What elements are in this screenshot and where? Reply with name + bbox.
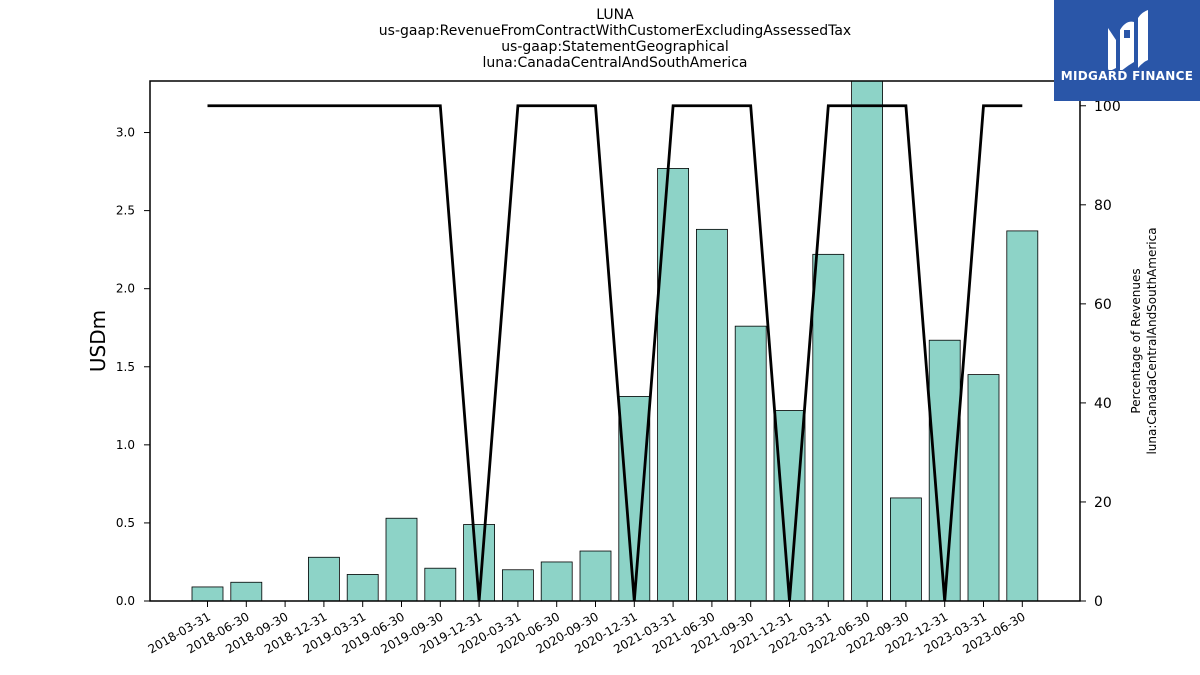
bar-2023-06-30 <box>1006 230 1039 602</box>
y2-tick-label: 40 <box>1094 396 1112 412</box>
y2-tick-label: 20 <box>1094 495 1112 511</box>
bar-2019-03-31 <box>346 574 379 602</box>
bar-2019-09-30 <box>424 567 457 602</box>
y-tick-label: 1.5 <box>116 360 135 374</box>
plot-frame <box>149 80 1081 602</box>
bar-2018-12-31 <box>307 556 340 602</box>
bar-2020-03-31 <box>501 569 534 602</box>
bar-2021-09-30 <box>734 325 767 602</box>
bar-2020-09-30 <box>579 550 612 602</box>
bar-2021-12-31 <box>773 410 806 602</box>
chart-title-line-3: us-gaap:StatementGeographical <box>501 39 729 55</box>
bar-2019-06-30 <box>385 517 418 602</box>
y-tick-label: 0.0 <box>116 594 135 608</box>
bar-2022-03-31 <box>812 253 845 602</box>
bar-2018-03-31 <box>191 586 224 602</box>
midgard-logo-icon <box>1108 10 1148 70</box>
y-tick-label: 3.0 <box>116 126 135 140</box>
percentage-line <box>207 104 1023 602</box>
bar-2020-12-31 <box>618 396 651 602</box>
y2-axis-label-line-1: Percentage of Revenues <box>1129 268 1143 413</box>
bar-2022-09-30 <box>890 497 922 602</box>
chart-title-line-2: us-gaap:RevenueFromContractWithCustomerE… <box>378 23 852 39</box>
bar-2020-06-30 <box>540 561 573 602</box>
y-tick-label: 2.5 <box>116 204 135 218</box>
chart-title-line-4: luna:CanadaCentralAndSouthAmerica <box>482 55 748 71</box>
y2-tick-label: 80 <box>1094 198 1112 214</box>
y-tick-label: 1.0 <box>116 438 135 452</box>
y-axis-label: USDm <box>86 310 110 372</box>
chart-title-line-1: LUNA <box>596 7 634 23</box>
y-tick-label: 2.0 <box>116 282 135 296</box>
y2-tick-label: 60 <box>1094 297 1112 313</box>
bar-2021-06-30 <box>696 228 728 602</box>
bar-2022-06-30 <box>851 80 883 602</box>
y2-tick-label: 100 <box>1094 99 1121 115</box>
y-tick-label: 0.5 <box>116 516 135 530</box>
bar-2018-06-30 <box>230 581 263 602</box>
y2-axis-label-line-2: luna:CanadaCentralAndSouthAmerica <box>1145 227 1159 454</box>
y2-tick-label: 0 <box>1094 594 1103 610</box>
logo-text: MIDGARD FINANCE <box>1060 69 1194 83</box>
bar-2023-03-31 <box>967 374 1000 602</box>
midgard-finance-logo: MIDGARD FINANCE <box>1054 0 1200 101</box>
